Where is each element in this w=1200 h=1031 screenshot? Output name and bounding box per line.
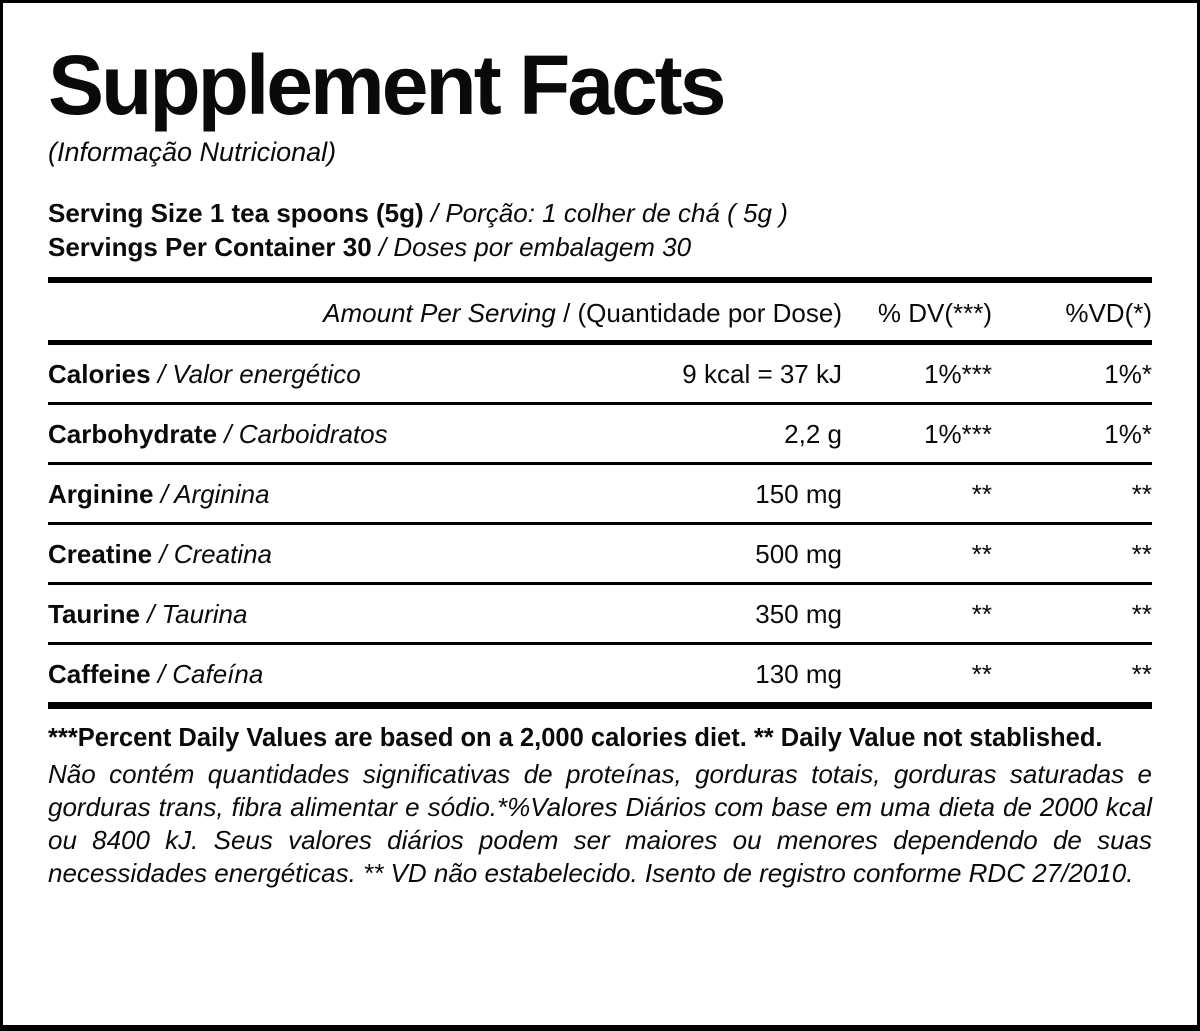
row-amount: 9 kcal = 37 kJ — [682, 359, 842, 389]
table-row-creatine: Creatine / Creatina 500 mg ** ** — [48, 525, 1152, 585]
divider-thick-bottom — [48, 702, 1152, 709]
row-amount: 500 mg — [755, 539, 842, 569]
row-name-pt: / Cafeína — [157, 659, 264, 689]
header-amount-en: Amount Per Serving — [323, 298, 556, 328]
row-name: Calories / Valor energético — [48, 359, 682, 390]
footnote-daily-values: ***Percent Daily Values are based on a 2… — [48, 724, 1103, 752]
row-vd-value: ** — [1131, 479, 1152, 509]
row-name: Creatine / Creatina — [48, 539, 755, 570]
table-row-taurine: Taurine / Taurina 350 mg ** ** — [48, 585, 1152, 645]
label-subtitle-pt: (Informação Nutricional) — [48, 137, 337, 167]
row-amount: 2,2 g — [784, 419, 842, 449]
row-amount: 150 mg — [755, 479, 842, 509]
table-row-carbohydrate: Carbohydrate / Carboidratos 2,2 g 1%*** … — [48, 405, 1152, 465]
row-name: Caffeine / Cafeína — [48, 659, 755, 690]
row-name-en: Calories — [48, 359, 151, 389]
row-dv-value: ** — [971, 539, 992, 569]
row-amount: 350 mg — [755, 599, 842, 629]
serving-size-line: Serving Size 1 tea spoons (5g) / Porção:… — [48, 196, 1152, 230]
header-vd-label: %VD(*) — [1065, 298, 1152, 328]
header-amount-per-serving: Amount Per Serving / (Quantidade por Dos… — [48, 298, 842, 329]
row-name-pt: / Taurina — [147, 599, 248, 629]
row-vd-value: ** — [1131, 659, 1152, 689]
servings-per-container-en: Servings Per Container 30 — [48, 232, 372, 262]
row-name-pt: / Creatina — [159, 539, 273, 569]
row-name-pt: / Carboidratos — [224, 419, 388, 449]
servings-per-container-line: Servings Per Container 30 / Doses por em… — [48, 230, 1152, 264]
row-name-en: Carbohydrate — [48, 419, 218, 449]
row-vd-value: 1%* — [1104, 359, 1152, 389]
row-vd-value: ** — [1131, 539, 1152, 569]
table-row-caffeine: Caffeine / Cafeína 130 mg ** ** — [48, 645, 1152, 702]
servings-per-container-pt: / Doses por embalagem 30 — [378, 232, 692, 262]
row-name-pt: / Valor energético — [157, 359, 361, 389]
row-amount: 130 mg — [755, 659, 842, 689]
table-row-arginine: Arginine / Arginina 150 mg ** ** — [48, 465, 1152, 525]
row-name-pt: / Arginina — [160, 479, 270, 509]
row-dv-value: ** — [971, 599, 992, 629]
row-name-en: Arginine — [48, 479, 154, 509]
header-amount-pt: / (Quantidade por Dose) — [563, 298, 842, 328]
row-dv-value: ** — [971, 659, 992, 689]
divider-under-header — [48, 340, 1152, 345]
table-row-calories: Calories / Valor energético 9 kcal = 37 … — [48, 345, 1152, 405]
row-name-en: Taurine — [48, 599, 140, 629]
row-name: Carbohydrate / Carboidratos — [48, 419, 784, 450]
row-dv-value: 1%*** — [924, 359, 992, 389]
table-header-row: Amount Per Serving / (Quantidade por Dos… — [48, 283, 1152, 340]
divider-thick-top — [48, 277, 1152, 283]
row-name: Taurine / Taurina — [48, 599, 755, 630]
row-name: Arginine / Arginina — [48, 479, 755, 510]
row-name-en: Caffeine — [48, 659, 151, 689]
header-dv-label: % DV(***) — [877, 298, 992, 328]
facts-table: Calories / Valor energético 9 kcal = 37 … — [48, 345, 1152, 702]
row-dv-value: ** — [971, 479, 992, 509]
row-vd-value: 1%* — [1104, 419, 1152, 449]
row-name-en: Creatine — [48, 539, 153, 569]
serving-info: Serving Size 1 tea spoons (5g) / Porção:… — [48, 196, 1152, 264]
serving-size-en: Serving Size 1 tea spoons (5g) — [48, 198, 424, 228]
row-vd-value: ** — [1131, 599, 1152, 629]
row-dv-value: 1%*** — [924, 419, 992, 449]
footnote-pt-legal: Não contém quantidades significativas de… — [48, 759, 1152, 888]
label-title: Supplement Facts — [48, 38, 726, 132]
serving-size-pt: / Porção: 1 colher de chá ( 5g ) — [430, 198, 788, 228]
